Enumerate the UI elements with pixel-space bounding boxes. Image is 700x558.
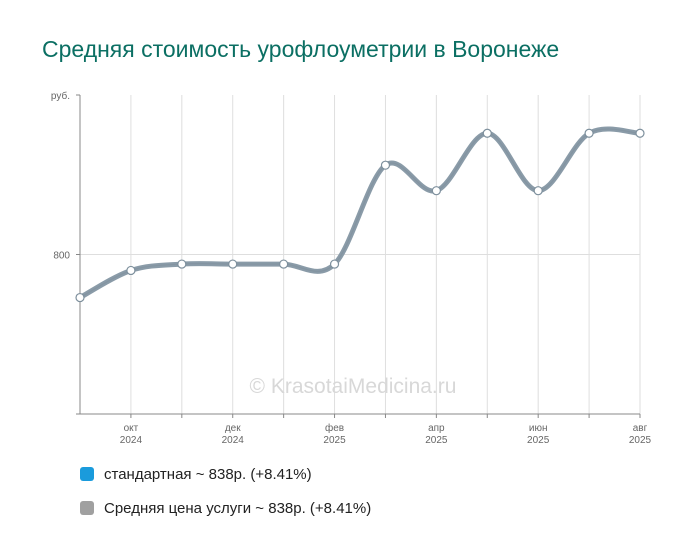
data-point	[380, 160, 391, 170]
y-unit-label: руб.	[51, 90, 70, 102]
x-tick-label-month: авг	[633, 423, 648, 434]
y-tick-label: 800	[53, 251, 70, 262]
legend-label-average: Средняя цена услуги ~ 838р. (+8.41%)	[104, 499, 372, 517]
line-chart: 800руб.окт2024дек2024фев2025апр2025июн20…	[51, 90, 652, 446]
legend-item-standard[interactable]: стандартная ~ 838р. (+8.41%)	[80, 462, 371, 486]
axis-layer: 800руб.окт2024дек2024фев2025апр2025июн20…	[51, 90, 652, 446]
chart-title: Средняя стоимость урофлоуметрии в Вороне…	[42, 36, 560, 62]
series-layer	[77, 126, 643, 301]
x-tick-label-month: апр	[428, 423, 445, 434]
x-tick-label-month: июн	[529, 423, 548, 434]
x-tick-label-year: 2024	[120, 435, 143, 446]
x-tick-label-year: 2025	[323, 435, 346, 446]
data-point	[584, 128, 594, 138]
x-tick-label-year: 2025	[425, 435, 448, 446]
point-layer	[75, 128, 645, 303]
data-point	[177, 259, 187, 269]
x-tick-label-year: 2025	[527, 435, 550, 446]
x-tick-label-month: окт	[124, 423, 139, 434]
data-point	[329, 259, 340, 269]
data-point	[482, 128, 492, 138]
watermark: © KrasotaiMedicina.ru	[250, 375, 457, 398]
grid-layer	[80, 95, 641, 414]
legend-swatch-average	[80, 501, 94, 515]
series-line-highlight	[79, 128, 641, 299]
legend-swatch-standard	[80, 467, 94, 481]
legend-item-average[interactable]: Средняя цена услуги ~ 838р. (+8.41%)	[80, 496, 371, 520]
data-point	[126, 265, 136, 276]
data-point	[228, 259, 238, 269]
data-point	[75, 292, 85, 303]
x-tick-label-month: фев	[325, 422, 344, 434]
data-point	[533, 186, 543, 196]
legend-label-standard: стандартная ~ 838р. (+8.41%)	[104, 465, 312, 483]
data-point	[279, 259, 289, 269]
x-tick-label-year: 2024	[222, 435, 245, 446]
data-point	[431, 186, 441, 196]
x-tick-label-month: дек	[225, 423, 241, 434]
x-tick-label-year: 2025	[629, 435, 652, 446]
legend: стандартная ~ 838р. (+8.41%) Средняя цен…	[80, 462, 371, 530]
data-point	[635, 128, 645, 138]
